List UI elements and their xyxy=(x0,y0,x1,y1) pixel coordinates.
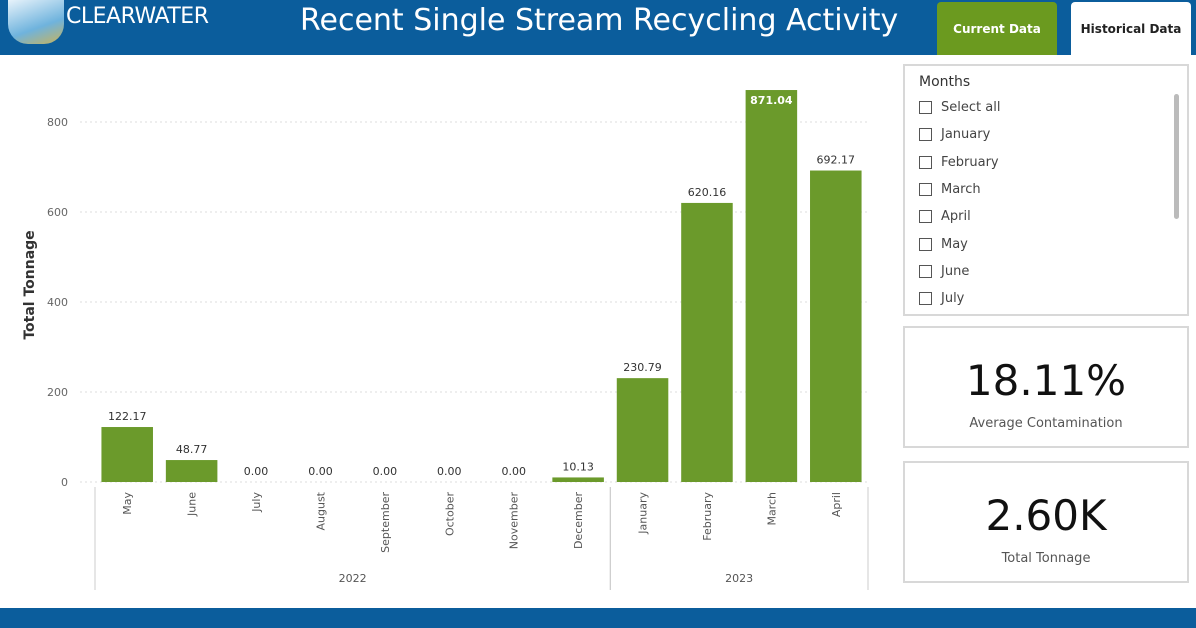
y-axis-title: Total Tonnage xyxy=(22,230,38,339)
header: CLEARWATER Recent Single Stream Recyclin… xyxy=(0,0,1196,55)
y-tick-label: 200 xyxy=(47,386,68,399)
x-tick-label: July xyxy=(250,492,263,513)
x-tick-label: August xyxy=(314,491,327,530)
tab[interactable]: Historical Data xyxy=(1071,2,1191,55)
slicer-item[interactable]: March xyxy=(919,182,981,197)
x-tick-label: April xyxy=(830,492,843,517)
kpi-card: 2.60K Total Tonnage xyxy=(903,461,1189,583)
page-title: Recent Single Stream Recycling Activity xyxy=(300,3,899,38)
logo: CLEARWATER xyxy=(66,4,209,29)
slicer-title: Months xyxy=(919,74,971,90)
slicer-item-label: February xyxy=(941,154,999,170)
slicer-item-label: Select all xyxy=(941,100,1001,115)
scrollbar[interactable] xyxy=(1174,94,1179,219)
data-label: 230.79 xyxy=(623,361,662,374)
data-label: 692.17 xyxy=(817,154,856,167)
data-label: 10.13 xyxy=(562,460,594,473)
data-label: 0.00 xyxy=(244,465,269,478)
data-label: 0.00 xyxy=(308,465,333,478)
checkbox[interactable] xyxy=(919,210,932,224)
slicer-item[interactable]: June xyxy=(919,264,969,279)
kpi-card: 18.11% Average Contamination xyxy=(903,326,1189,448)
slicer-item[interactable]: February xyxy=(919,155,999,170)
bar xyxy=(552,477,604,482)
checkbox[interactable] xyxy=(919,101,932,114)
data-label: 0.00 xyxy=(437,465,462,478)
data-label: 122.17 xyxy=(108,410,147,423)
y-tick-label: 800 xyxy=(47,116,68,129)
checkbox[interactable] xyxy=(919,155,932,169)
slicer-item-label: June xyxy=(941,263,970,279)
bar xyxy=(681,202,733,483)
data-label: 0.00 xyxy=(373,465,398,478)
x-tick-label: June xyxy=(186,492,199,517)
bar xyxy=(165,460,218,482)
slicer-item[interactable]: May xyxy=(919,237,968,252)
x-tick-label: October xyxy=(443,492,456,536)
checkbox[interactable] xyxy=(919,237,932,251)
x-tick-label: November xyxy=(508,492,521,550)
y-tick-label: 600 xyxy=(47,206,68,219)
slicer-item[interactable]: April xyxy=(919,209,971,224)
logo-icon xyxy=(8,0,64,44)
card-value: 2.60K xyxy=(985,491,1107,540)
bar xyxy=(745,90,798,483)
y-tick-label: 0 xyxy=(61,476,68,489)
x-tick-label: February xyxy=(701,492,714,541)
bar xyxy=(101,427,153,482)
card-value: 18.11% xyxy=(965,356,1127,405)
checkbox[interactable] xyxy=(919,264,932,278)
y-tick-label: 400 xyxy=(47,296,68,309)
slicer-item-label: July xyxy=(941,291,965,307)
data-label: 0.00 xyxy=(501,465,526,478)
data-label: 620.16 xyxy=(688,186,727,199)
slicer-item-label: May xyxy=(941,236,968,252)
slicer-item-label: March xyxy=(941,181,981,197)
chart: Total Tonnage 0 200 400 600 800 May 122.17 June… xyxy=(22,90,869,590)
x-tick-label: September xyxy=(379,492,392,553)
x-tick-label: March xyxy=(765,492,778,526)
x-group-label: 2023 xyxy=(725,572,753,585)
slicer-item-label: April xyxy=(941,209,971,225)
slicer-item[interactable]: Select all xyxy=(919,100,1000,115)
x-tick-label: December xyxy=(572,492,585,550)
tab[interactable]: Current Data xyxy=(937,2,1057,55)
bar xyxy=(810,170,862,482)
slicer-item-label: January xyxy=(941,127,991,143)
checkbox[interactable] xyxy=(919,292,932,306)
x-tick-label: January xyxy=(637,492,650,535)
footer xyxy=(0,608,1196,628)
data-label: 871.04 xyxy=(750,94,793,107)
checkbox[interactable] xyxy=(919,128,932,142)
x-tick-label: May xyxy=(121,492,134,515)
month-slicer: Months Select all January February March Apr… xyxy=(903,64,1189,316)
x-group-label: 2022 xyxy=(339,572,367,585)
bar xyxy=(616,378,669,482)
checkbox[interactable] xyxy=(919,182,932,196)
card-label: Total Tonnage xyxy=(1001,551,1091,566)
card-label: Average Contamination xyxy=(969,416,1123,431)
data-label: 48.77 xyxy=(176,443,208,456)
slicer-item[interactable]: July xyxy=(919,291,964,306)
slicer-item[interactable]: January xyxy=(919,127,990,142)
